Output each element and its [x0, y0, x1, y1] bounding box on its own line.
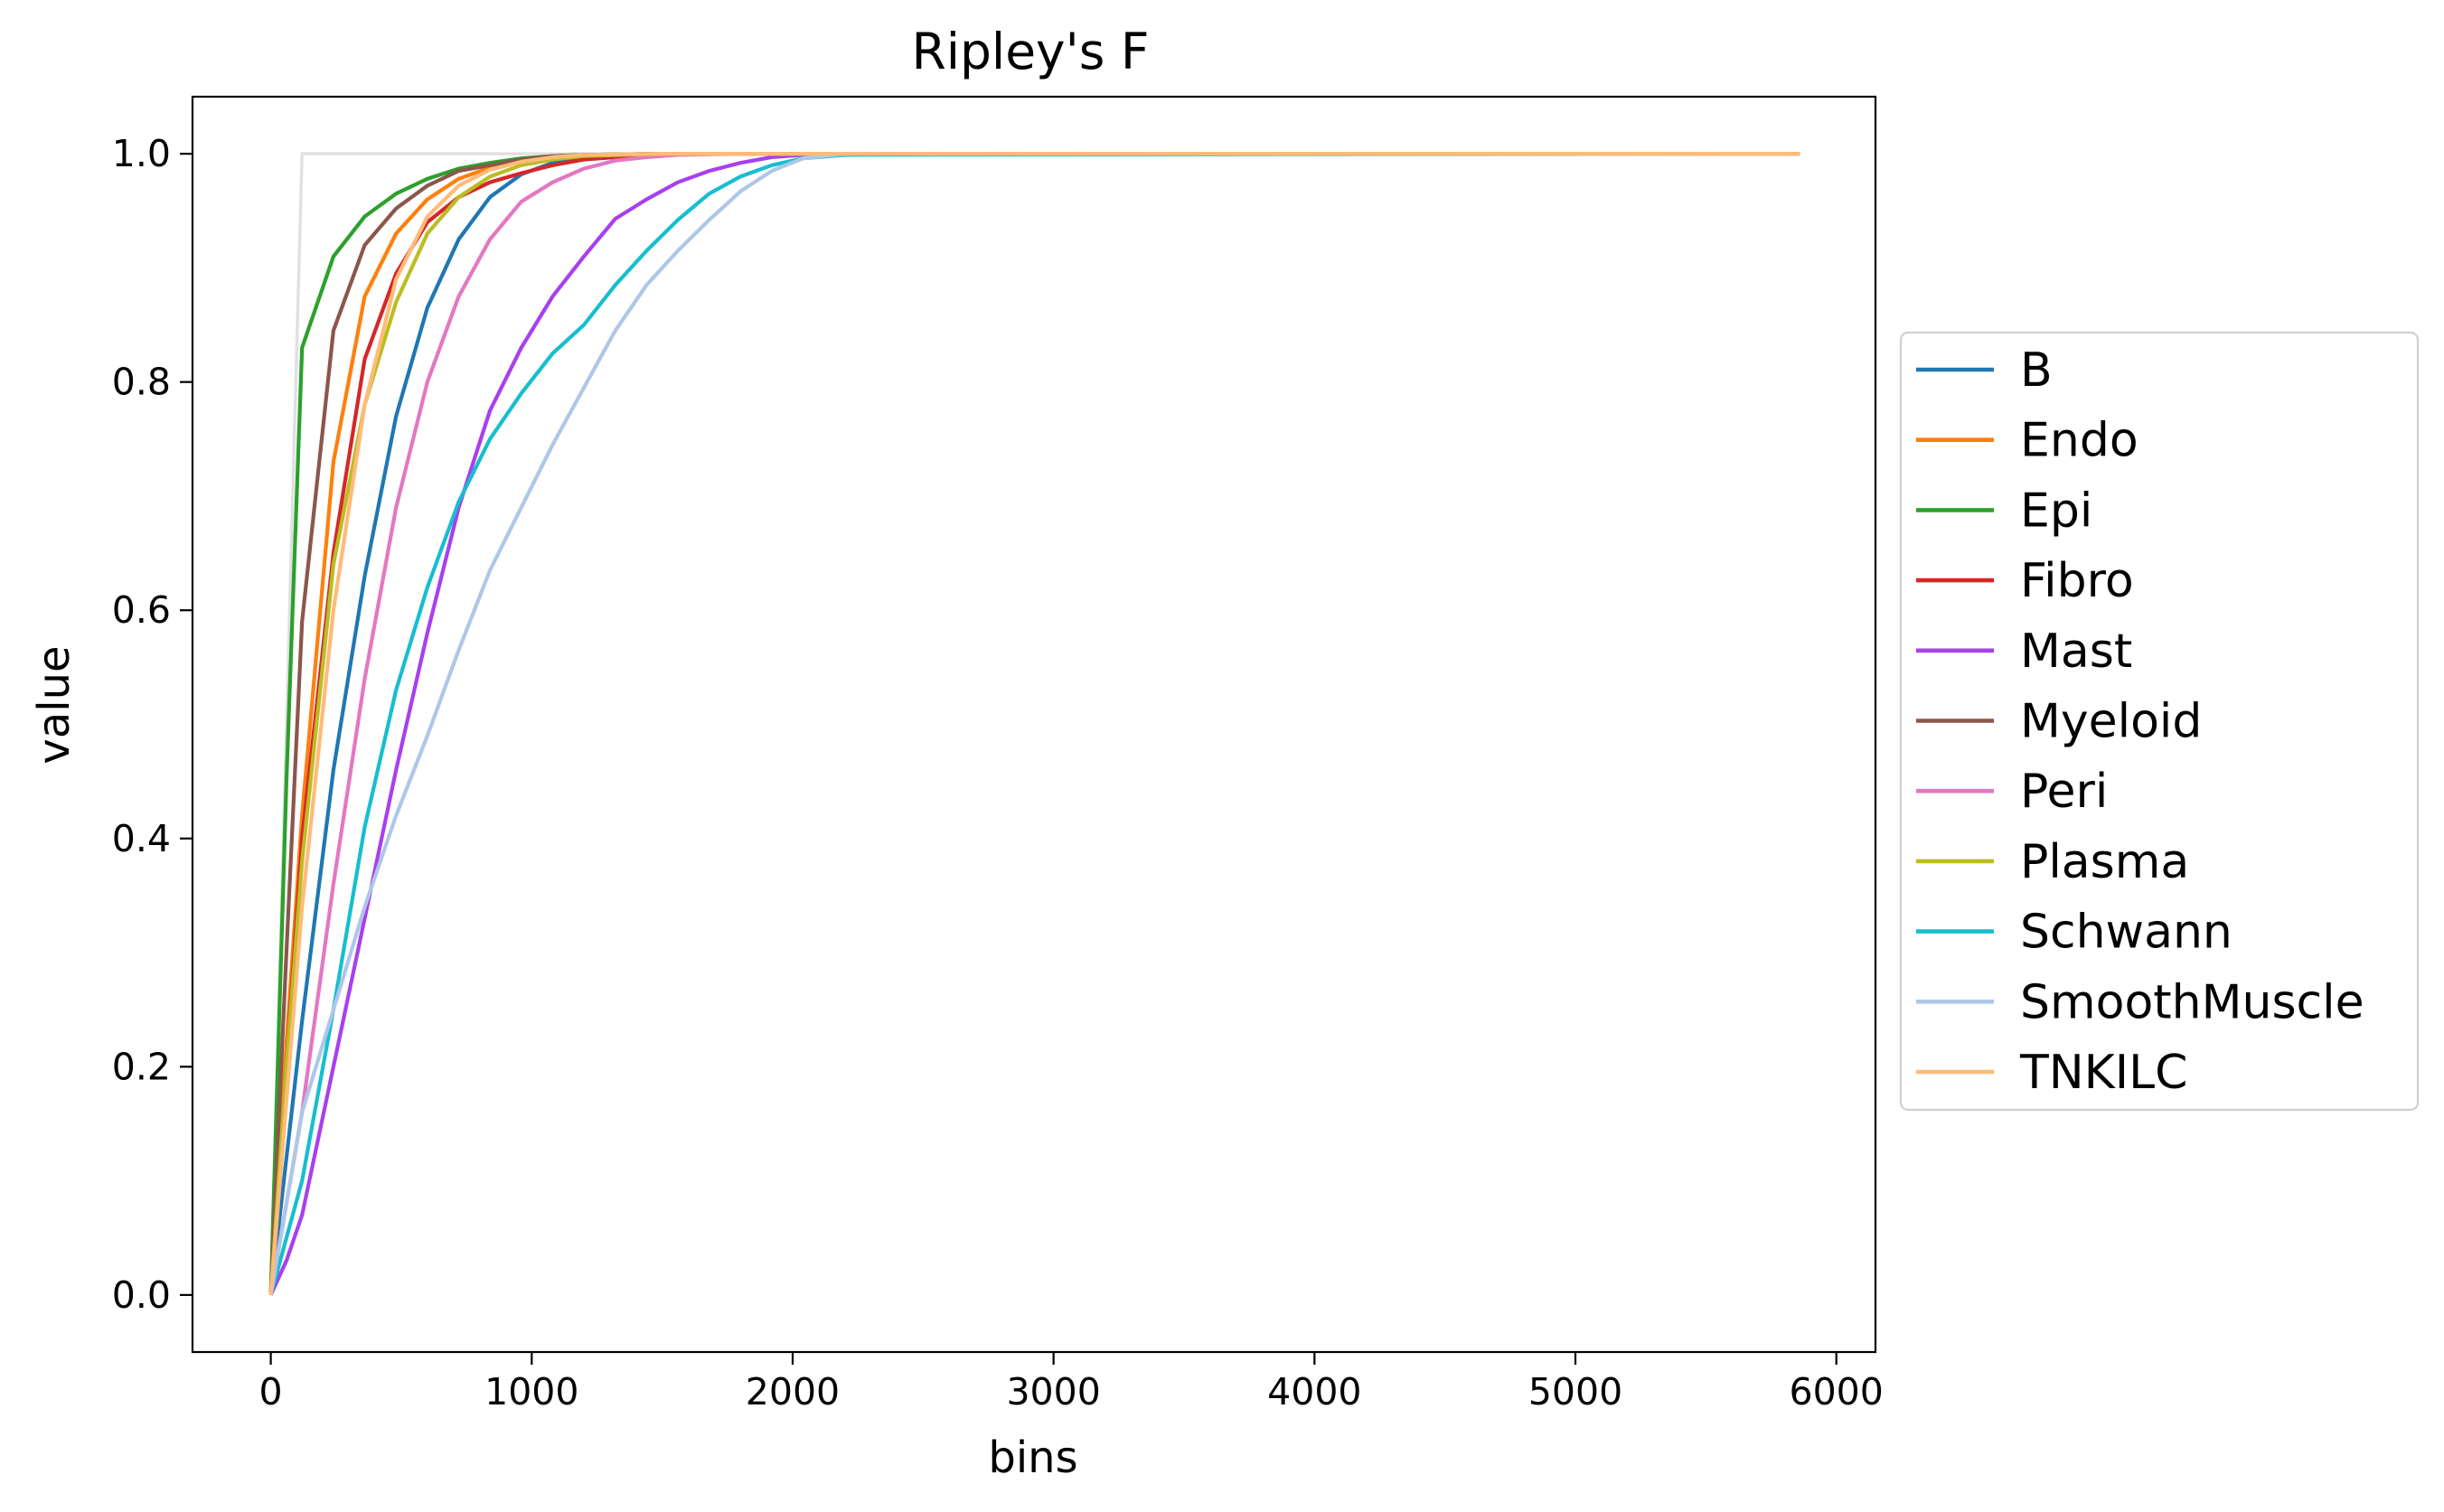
- legend-label-tnkilc: TNKILC: [2019, 1046, 2187, 1100]
- x-tick-label: 4000: [1267, 1370, 1361, 1413]
- y-tick-label: 0.4: [112, 817, 171, 860]
- y-tick-label: 1.0: [112, 132, 171, 175]
- legend: B Endo Epi Fibro Mast Myeloid Peri Plasma Schwan…: [1899, 331, 2420, 1112]
- legend-label-mast: Mast: [2020, 625, 2132, 679]
- series-line-peri: [268, 152, 1800, 1296]
- x-tick-label: 3000: [1006, 1370, 1100, 1413]
- x-axis-ticks: 0 1000 2000 3000 4000 5000 6000: [259, 1352, 1884, 1413]
- series-line-smoothmuscle: [268, 152, 1800, 1296]
- legend-label-plasma: Plasma: [2020, 835, 2189, 889]
- legend-box: [1899, 331, 2420, 1112]
- y-axis-ticks: 0.0 0.2 0.4 0.6 0.8 1.0: [112, 132, 193, 1317]
- y-tick-label: 0.0: [112, 1273, 171, 1317]
- legend-label-schwann: Schwann: [2020, 906, 2232, 960]
- axes-frame: [191, 95, 1877, 1354]
- x-tick-label: 0: [259, 1370, 283, 1413]
- legend-label-fibro: Fibro: [2020, 554, 2134, 608]
- legend-label-b: B: [2020, 343, 2053, 398]
- legend-label-peri: Peri: [2020, 765, 2108, 819]
- plot-area: [268, 152, 1800, 1296]
- x-tick-label: 6000: [1790, 1370, 1884, 1413]
- series-line-mast: [268, 152, 1800, 1296]
- x-tick-label: 1000: [484, 1370, 578, 1413]
- legend-label-endo: Endo: [2020, 414, 2138, 468]
- series-line-tnkilc: [268, 152, 1800, 1296]
- legend-label-myeloid: Myeloid: [2020, 695, 2202, 749]
- x-axis-label: bins: [988, 1432, 1077, 1483]
- y-tick-label: 0.8: [112, 361, 171, 404]
- y-axis-label: value: [29, 645, 80, 764]
- legend-label-epi: Epi: [2020, 484, 2092, 538]
- y-tick-label: 0.6: [112, 588, 171, 632]
- x-tick-label: 5000: [1528, 1370, 1622, 1413]
- legend-label-smoothmuscle: SmoothMuscle: [2020, 975, 2364, 1029]
- chart-title: Ripley's F: [912, 23, 1150, 80]
- series-line-schwann: [268, 152, 1800, 1296]
- x-tick-label: 2000: [746, 1370, 840, 1413]
- y-tick-label: 0.2: [112, 1045, 171, 1088]
